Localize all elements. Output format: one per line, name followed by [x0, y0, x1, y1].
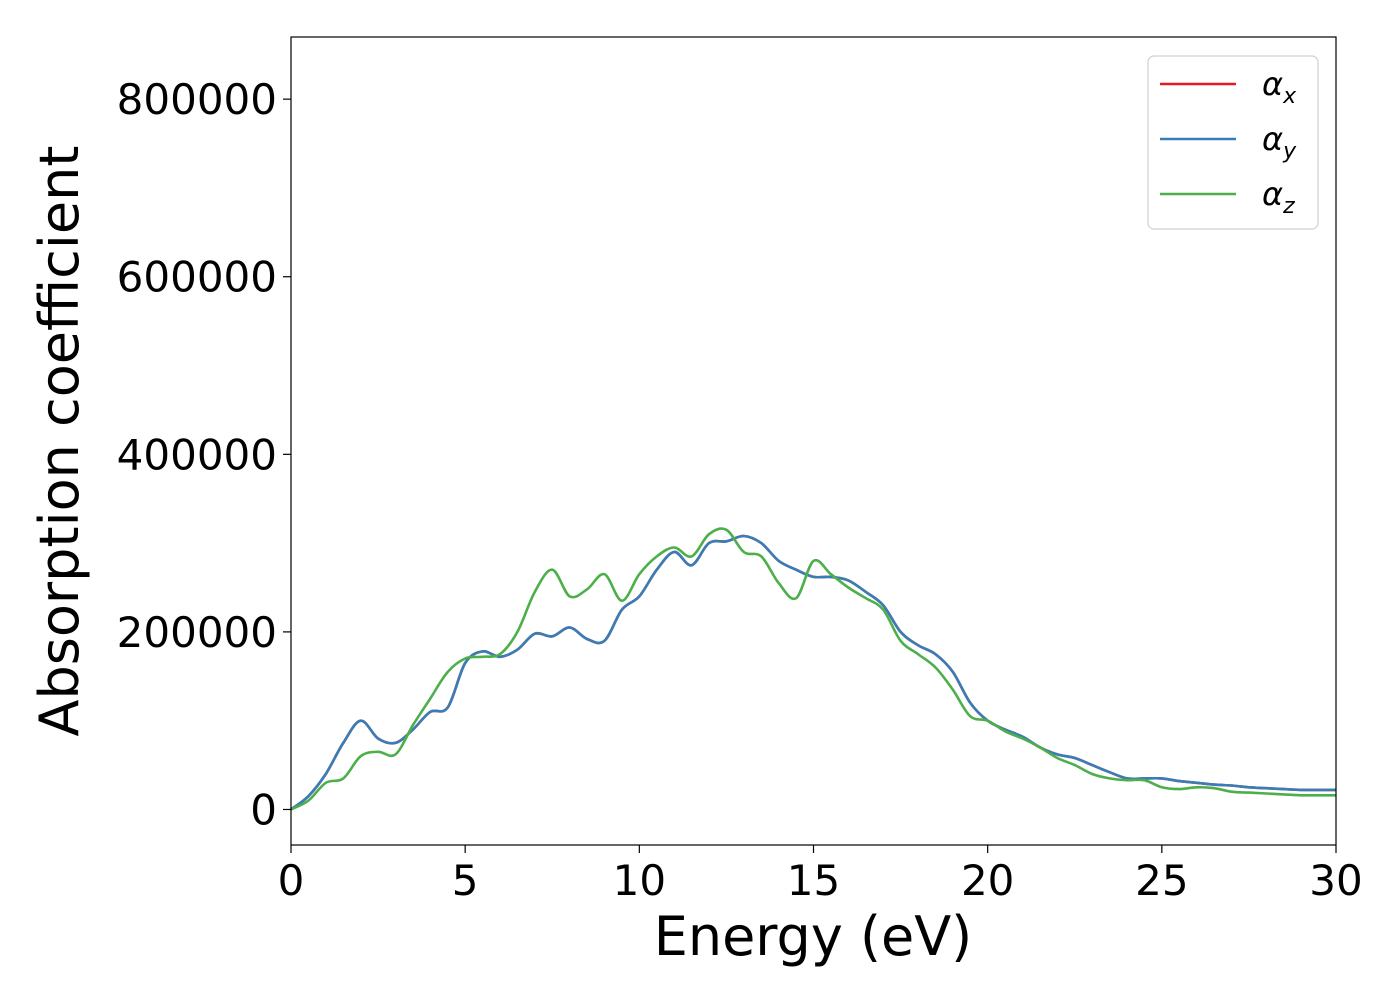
legend: αx αy αz — [1147, 55, 1319, 230]
legend-label-alpha-y: αy — [1262, 120, 1297, 164]
legend-box — [1147, 55, 1319, 230]
y-tick-label: 400000 — [117, 430, 277, 479]
x-tick-label: 10 — [613, 856, 666, 905]
series-line-alpha-z — [290, 527, 1336, 811]
series-line-alpha-y — [290, 534, 1336, 811]
x-axis-ticks: 0 5 10 15 20 25 30 — [278, 845, 1363, 905]
y-tick-label: 600000 — [117, 253, 277, 302]
y-axis-ticks: 0 200000 400000 600000 800000 — [117, 75, 291, 834]
x-tick-label: 25 — [1135, 856, 1188, 905]
y-tick-label: 0 — [250, 785, 277, 834]
y-tick-label: 800000 — [117, 75, 277, 124]
series-layer — [290, 527, 1336, 811]
legend-label-alpha-z: αz — [1262, 175, 1295, 219]
x-tick-label: 0 — [278, 856, 305, 905]
x-axis-label: Energy (eV) — [654, 905, 973, 968]
x-tick-label: 20 — [961, 856, 1014, 905]
x-tick-label: 30 — [1309, 856, 1362, 905]
x-tick-label: 15 — [787, 856, 840, 905]
legend-label-alpha-x: αx — [1262, 65, 1297, 109]
x-tick-label: 5 — [452, 856, 479, 905]
y-axis-label: Absorption coefficient — [28, 146, 91, 737]
y-tick-label: 200000 — [117, 608, 277, 657]
